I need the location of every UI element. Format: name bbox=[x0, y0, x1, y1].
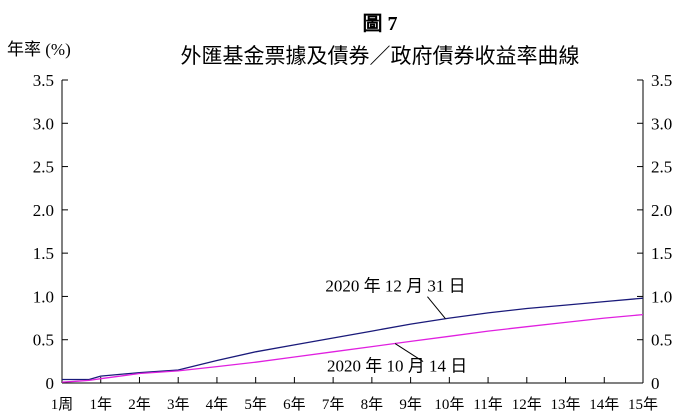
x-tick-label: 10年 bbox=[434, 396, 464, 412]
x-tick-label: 5年 bbox=[244, 396, 267, 412]
x-tick-label: 12年 bbox=[512, 396, 542, 412]
y-tick-label-right: 3.0 bbox=[651, 114, 672, 133]
axis-ticks: 0 0.5 1.0 1.5 2.0 2.5 3.0 3.5 0 0.5 1.0 1.5 2.0 2.5 3.… bbox=[33, 71, 673, 412]
x-tick-label: 2年 bbox=[128, 396, 151, 412]
y-tick-label-left: 2.5 bbox=[33, 158, 54, 177]
y-tick-label-left: 1.5 bbox=[33, 244, 54, 263]
y-tick-label-right: 2.0 bbox=[651, 201, 672, 220]
series-line-1 bbox=[61, 313, 644, 383]
y-tick-label-left: 0 bbox=[46, 374, 55, 393]
y-tick-label-left: 3.0 bbox=[33, 114, 54, 133]
x-tick-label: 9年 bbox=[399, 396, 422, 412]
x-tick-label: 6年 bbox=[283, 396, 306, 412]
y-tick-label-left: 2.0 bbox=[33, 201, 54, 220]
x-tick-label: 14年 bbox=[589, 396, 619, 412]
y-tick-label-right: 1.0 bbox=[651, 287, 672, 306]
x-tick-label: 1年 bbox=[89, 396, 112, 412]
x-tick-label: 3年 bbox=[167, 396, 190, 412]
y-tick-label-right: 1.5 bbox=[651, 244, 672, 263]
annotation-label-0: 2020 年 12 月 31 日 bbox=[325, 277, 465, 296]
chart-title: 外匯基金票據及債券／政府債券收益率曲線 bbox=[181, 44, 580, 68]
x-tick-label: 15年 bbox=[628, 396, 658, 412]
x-tick-label: 8年 bbox=[361, 396, 384, 412]
y-tick-label-right: 0.5 bbox=[651, 331, 672, 350]
y-tick-label-right: 3.5 bbox=[651, 71, 672, 90]
y-tick-label-left: 0.5 bbox=[33, 331, 54, 350]
x-tick-label: 1周 bbox=[51, 396, 74, 412]
x-tick-label: 13年 bbox=[551, 396, 581, 412]
y-tick-label-left: 3.5 bbox=[33, 71, 54, 90]
annotation-label-1: 2020 年 10 月 14 日 bbox=[327, 357, 467, 376]
x-tick-label: 7年 bbox=[322, 396, 345, 412]
series-annotations: 2020 年 12 月 31 日 2020 年 10 月 14 日 bbox=[325, 277, 467, 376]
y-tick-label-right: 2.5 bbox=[651, 158, 672, 177]
series-line-0 bbox=[62, 297, 644, 381]
x-tick-label: 4年 bbox=[206, 396, 229, 412]
figure-label: 圖 7 bbox=[363, 12, 398, 35]
x-tick-label: 11年 bbox=[473, 396, 502, 412]
y-tick-label-right: 0 bbox=[651, 374, 660, 393]
y-tick-label-left: 1.0 bbox=[33, 287, 54, 306]
annotation-leader-1 bbox=[394, 343, 424, 362]
series-lines bbox=[61, 297, 644, 383]
annotation-leader-0 bbox=[427, 296, 446, 319]
y-axis-label: 年率 (%) bbox=[7, 40, 71, 59]
